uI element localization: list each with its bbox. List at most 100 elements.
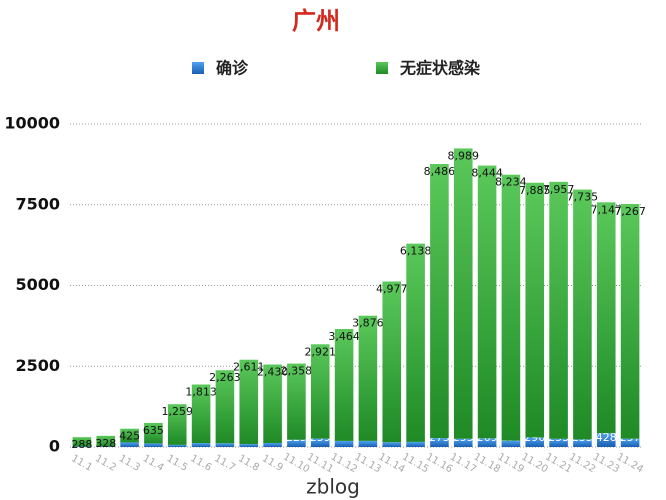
value-label: 8,234 <box>495 176 527 189</box>
value-label: 2,921 <box>305 345 337 358</box>
legend-label: 无症状感染 <box>399 59 481 78</box>
value-label: 3,464 <box>328 330 360 343</box>
bar-segment <box>239 444 259 447</box>
bar-segment <box>334 329 354 441</box>
value-label: 7,267 <box>614 205 646 218</box>
value-label: 2,611 <box>233 361 265 374</box>
bar-segment <box>263 442 282 447</box>
bar-segment <box>191 384 211 444</box>
bar-segment <box>310 344 330 439</box>
bar-segment <box>334 440 354 447</box>
bar-segment <box>96 446 116 447</box>
x-tick-label: 11.21 <box>543 452 573 476</box>
legend-swatch <box>192 62 204 74</box>
bar-segment <box>144 422 163 444</box>
x-tick-label: 11.24 <box>615 452 645 476</box>
bar-segment <box>358 315 378 441</box>
value-label: 288 <box>71 438 92 451</box>
x-tick-label: 11.8 <box>236 453 261 474</box>
bar-segment <box>72 437 92 447</box>
bar-segment <box>382 442 402 447</box>
x-tick-label: 11.10 <box>281 452 311 476</box>
x-tick-label: 11.14 <box>376 452 406 476</box>
bar-segment <box>239 359 259 445</box>
bar-segment <box>501 174 521 441</box>
bar-segment <box>167 404 187 445</box>
x-tick-label: 11.6 <box>188 453 213 474</box>
value-label: 7,885 <box>519 184 551 197</box>
bar-segment <box>549 181 568 439</box>
value-label: 4,977 <box>376 282 408 295</box>
legend-swatch <box>376 62 388 74</box>
value-label: 1,259 <box>162 405 194 418</box>
y-tick-label: 5000 <box>15 275 60 294</box>
bar-segment <box>430 164 449 439</box>
value-label: 6,138 <box>400 245 432 258</box>
x-tick-label: 11.2 <box>93 453 118 474</box>
bar-segment <box>525 437 545 447</box>
x-tick-label: 11.19 <box>496 452 526 476</box>
value-label: 1,813 <box>185 385 217 398</box>
x-tick-label: 11.9 <box>260 453 285 474</box>
value-label: 425 <box>119 430 140 443</box>
bar-segment <box>453 148 473 439</box>
x-tick-label: 11.11 <box>305 452 335 476</box>
bar-segment <box>525 182 545 438</box>
value-label: 7,957 <box>543 183 575 196</box>
y-tick-label: 2500 <box>15 356 60 375</box>
bar-segment <box>477 438 497 447</box>
x-tick-label: 11.7 <box>212 453 237 474</box>
value-label: 8,486 <box>424 165 456 178</box>
x-tick-label: 11.17 <box>448 452 478 476</box>
x-tick-label: 11.15 <box>400 452 430 476</box>
x-tick-label: 11.20 <box>519 452 549 476</box>
x-tick-label: 11.13 <box>353 452 383 476</box>
x-tick-label: 11.4 <box>141 453 166 474</box>
x-tick-label: 11.12 <box>329 452 359 476</box>
bar-segment <box>596 433 616 447</box>
watermark: zblog <box>306 475 360 499</box>
bar-segment <box>215 443 235 447</box>
bar-segment <box>287 439 306 447</box>
x-tick-label: 11.22 <box>567 452 597 476</box>
value-label: 8,444 <box>471 167 503 180</box>
value-label: 2,263 <box>209 371 241 384</box>
chart-title: 广州 <box>292 7 340 35</box>
value-label: 7,147 <box>591 203 623 216</box>
bar-segment <box>453 438 473 447</box>
bar-segment <box>620 203 640 439</box>
x-tick-label: 11.5 <box>165 453 190 474</box>
bar-segment <box>191 443 211 447</box>
bar-segment <box>477 165 497 439</box>
bar-segment <box>263 364 282 443</box>
bar-segment <box>120 442 139 447</box>
legend-label: 确诊 <box>216 59 249 78</box>
x-tick-label: 11.16 <box>424 452 454 476</box>
value-label: 428 <box>596 431 617 444</box>
bar-segment <box>406 243 425 442</box>
y-tick-label: 0 <box>49 437 60 456</box>
y-tick-label: 7500 <box>15 194 60 213</box>
value-label: 7,735 <box>567 191 599 204</box>
value-label: 328 <box>95 437 116 450</box>
bar-segment <box>573 189 592 440</box>
value-label: 2,430 <box>257 366 289 379</box>
y-tick-label: 10000 <box>4 114 60 133</box>
bar-segment <box>167 444 187 447</box>
bar-segment <box>406 441 425 447</box>
bar-segment <box>596 202 616 434</box>
bar-segment <box>382 281 402 443</box>
x-tick-label: 11.23 <box>591 452 621 476</box>
bar-segment <box>72 446 92 447</box>
bar-segment <box>310 438 330 447</box>
bar-segment <box>120 428 139 443</box>
x-tick-label: 11.3 <box>117 453 142 474</box>
bar-segment <box>501 440 521 447</box>
bar-segment <box>215 370 235 444</box>
value-label: 8,989 <box>448 149 480 162</box>
bar-segment <box>358 440 378 447</box>
value-label: 3,876 <box>352 317 384 330</box>
bar-segment <box>573 439 592 447</box>
bar-segment <box>287 363 306 440</box>
